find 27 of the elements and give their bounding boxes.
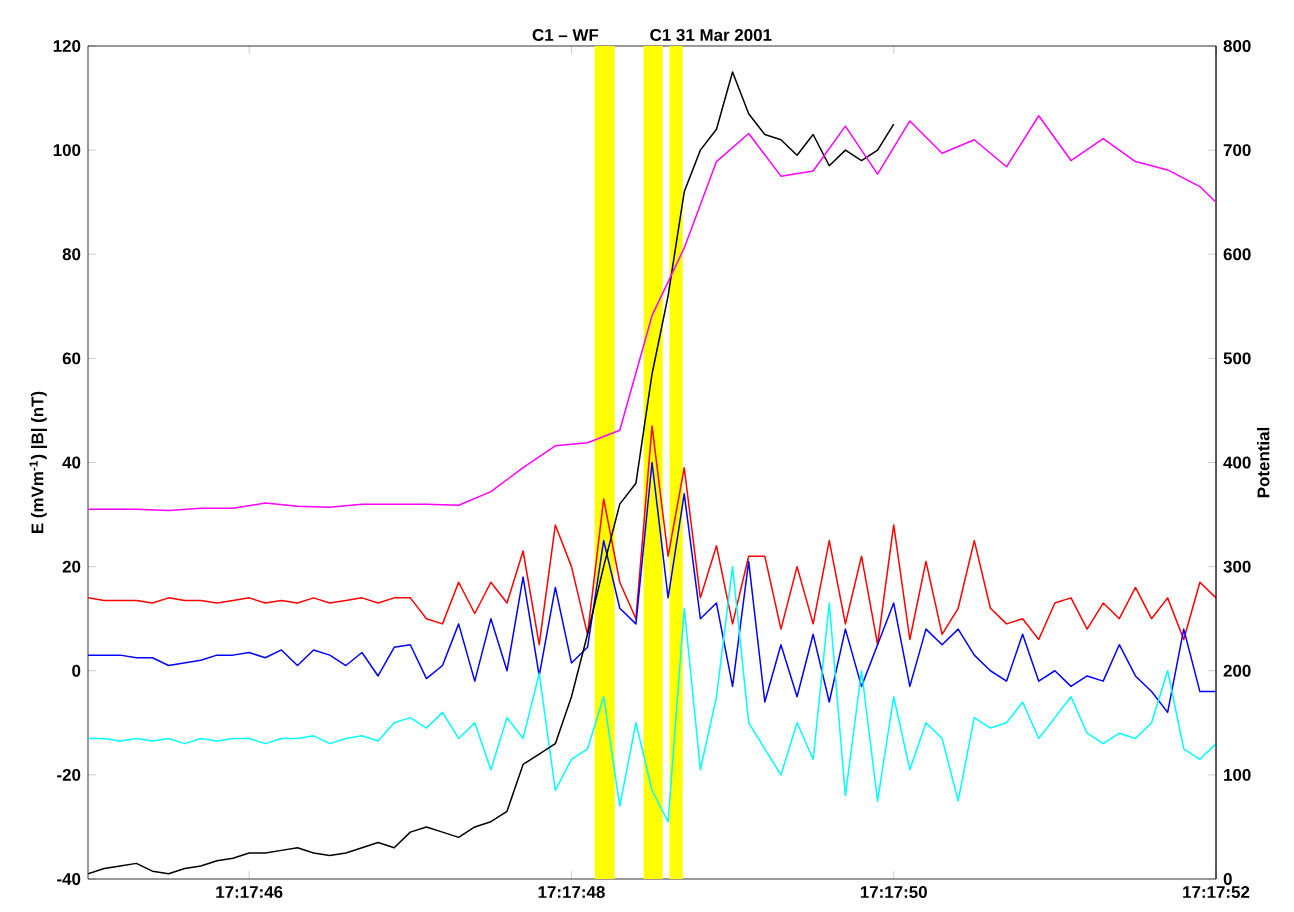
y2-tick-label: 0: [1223, 873, 1232, 885]
chart-subtitle: C1 31 Mar 2001: [650, 28, 772, 41]
x-tick-label: 17:17:50: [860, 886, 927, 899]
y2-tick-label: 500: [1223, 352, 1251, 365]
x-tick-label: 17:17:46: [216, 886, 283, 899]
y-tick-label: -20: [57, 768, 81, 781]
y-tick-label: 40: [62, 456, 81, 469]
y-tick-label: 0: [72, 664, 81, 677]
line-series: [88, 565, 1217, 823]
y-tick-label: -40: [57, 873, 81, 885]
y-tick-label: 80: [62, 248, 81, 261]
y2-tick-label: 100: [1224, 768, 1251, 781]
y-tick-label: 60: [62, 352, 81, 365]
y-tick-label: 20: [62, 560, 81, 573]
y2-tick-label: 800: [1223, 40, 1251, 52]
y2-tick-label: 200: [1223, 664, 1251, 677]
y-tick-label: 100: [53, 144, 81, 157]
y2-tick-label: 600: [1223, 248, 1251, 261]
y2-tick-label: 700: [1223, 144, 1251, 157]
y-tick-label: 120: [53, 40, 81, 52]
y2-axis-title: Potential: [1256, 427, 1270, 498]
y2-tick-label: 300: [1223, 560, 1251, 573]
x-tick-label: 17:17:52: [1183, 886, 1250, 899]
chart-title: C1 – WF: [532, 28, 599, 41]
y-axis-title: E (mVm$^{-1}$) |B| (nT): [29, 391, 48, 534]
y2-tick-label: 400: [1223, 456, 1251, 469]
x-tick-label: 17:17:48: [538, 886, 605, 899]
